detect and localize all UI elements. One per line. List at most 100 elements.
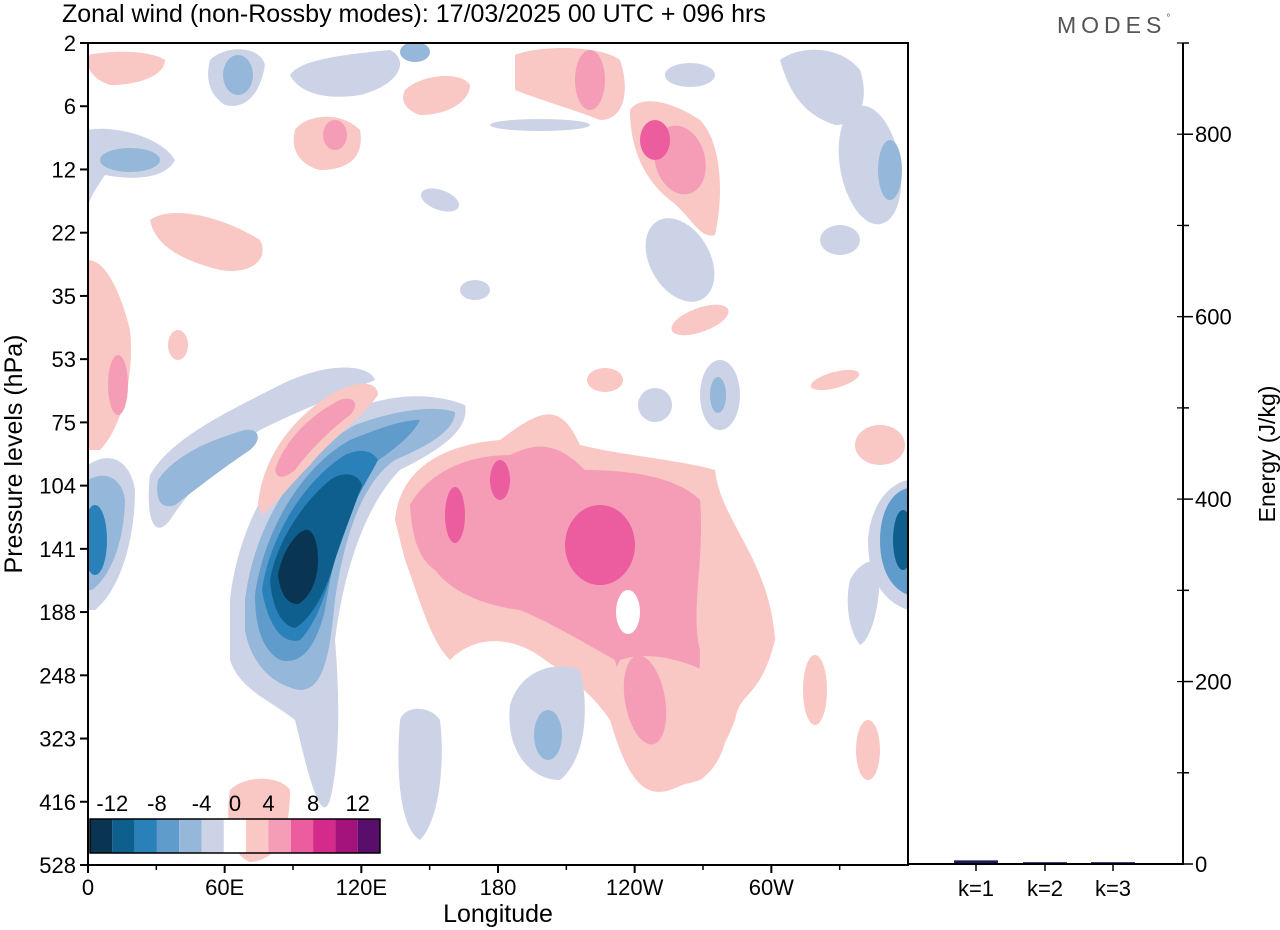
y-tick-label: 416 [39,790,76,815]
y-tick-label: 104 [39,474,76,499]
x-tick-label: 0 [82,875,94,900]
colorbar-swatch [156,819,180,853]
positive-west-core [108,355,128,415]
y-tick-label: 323 [39,727,76,752]
x-axis-label: Longitude [443,900,553,928]
y-tick-label: 6 [64,94,76,119]
energy-tick-label: 0 [1195,852,1207,877]
colorbar-swatch [357,819,380,853]
negative-ribbon-n2 [157,429,258,507]
brand-name: MODES [1057,12,1166,38]
colorbar-swatch [335,819,358,853]
brand-logo: MODES° [1057,12,1175,38]
negative-upper-core [223,55,253,95]
colorbar-swatch [290,819,314,853]
colorbar-swatch [179,819,202,853]
x-tick-label: 180 [480,875,517,900]
negative-jet-core [278,529,318,604]
positive-blob [168,330,188,360]
y-tick-label: 75 [52,410,76,435]
x-tick-label: 60E [205,875,244,900]
positive-lower-core [623,655,667,745]
energy-tick-label: 200 [1195,670,1232,695]
positive-ribbon [258,383,378,515]
positive-blob [587,368,623,392]
positive-blob [855,425,905,465]
negative-ribbon [148,367,375,528]
energy-tick-label: 800 [1195,122,1232,147]
negative-upper [290,50,400,97]
y-axis-label: Pressure levels (hPa) [0,335,28,574]
negative-blob [665,63,715,87]
energy-tick-label: 600 [1195,305,1232,330]
positive-ribbon-p2 [275,398,356,477]
energy-category-label: k=3 [1095,876,1131,901]
negative-mid-core [534,710,562,760]
negative-upper-core [100,148,160,172]
energy-tick-label: 400 [1195,487,1232,512]
heatmap-panel: 2 6 12 22 35 53 75 104 141 188 248 323 416 528 0 60E 12… [0,31,909,928]
y-tick-label: 528 [39,853,76,878]
y-tick-label: 248 [39,663,76,688]
colorbar-label: -8 [147,791,167,816]
negative-upper [780,49,864,125]
hole [616,590,640,634]
colorbar-swatch [90,819,113,853]
y-tick-label: 188 [39,600,76,625]
negative-upper-core [878,140,902,200]
positive-blob [403,75,470,115]
energy-axis: 0 200 400 600 800 [1177,42,1232,877]
colorbar-frame [89,818,381,854]
positive-upper-core [640,120,670,160]
y-tick-label: 2 [64,31,76,56]
energy-category-label: k=2 [1027,876,1063,901]
energy-axis-label: Energy (J/kg) [1254,386,1280,523]
colorbar-swatch [223,819,247,853]
negative-blob [420,188,460,212]
colorbar-swatch [134,819,157,853]
colorbar-swatch [112,819,135,853]
longitude-axis: 0 60E 120E 180 120W 60W [82,865,841,900]
colorbar-label: 4 [262,791,274,816]
energy-bar [954,860,998,864]
colorbar-label: -12 [96,791,128,816]
negative-blob-core [710,377,726,413]
y-tick-label: 22 [52,221,76,246]
negative-blob [460,280,490,300]
negative-lower [398,708,442,840]
energy-bars: k=1 k=2 k=3 [954,860,1135,901]
x-tick-label: 60W [749,875,794,900]
negative-blob [820,225,860,255]
chart-title: Zonal wind (non-Rossby modes): 17/03/202… [62,0,766,28]
brand-mark: ° [1166,13,1175,24]
energy-category-label: k=1 [958,876,994,901]
negative-blob [847,561,880,645]
y-tick-label: 35 [52,284,76,309]
colorbar-label: 8 [307,791,319,816]
positive-blob [150,212,263,271]
positive-blob [803,655,827,725]
positive-blob [810,369,860,391]
positive-top-core [575,50,605,110]
positive-blob [88,51,165,85]
positive-core [490,460,510,500]
pressure-axis: 2 6 12 22 35 53 75 104 141 188 248 323 416 528 [39,31,88,878]
positive-core [565,505,635,585]
colorbar-legend: -12 -8 -4 0 4 8 12 [89,791,381,854]
colorbar-label: 12 [345,791,369,816]
negative-upper-core [400,43,430,62]
y-tick-label: 53 [52,347,76,372]
negative-west-core [88,505,107,575]
y-tick-label: 141 [39,537,76,562]
positive-core [445,487,465,543]
heatmap-contours [88,43,908,862]
positive-blob [671,304,729,336]
negative-blob [645,218,715,302]
x-tick-label: 120E [336,875,387,900]
colorbar-swatch [201,819,224,853]
y-tick-label: 12 [52,157,76,182]
colorbar-label: -4 [192,791,212,816]
colorbar-label: 0 [229,791,241,816]
colorbar-swatch [246,819,269,853]
